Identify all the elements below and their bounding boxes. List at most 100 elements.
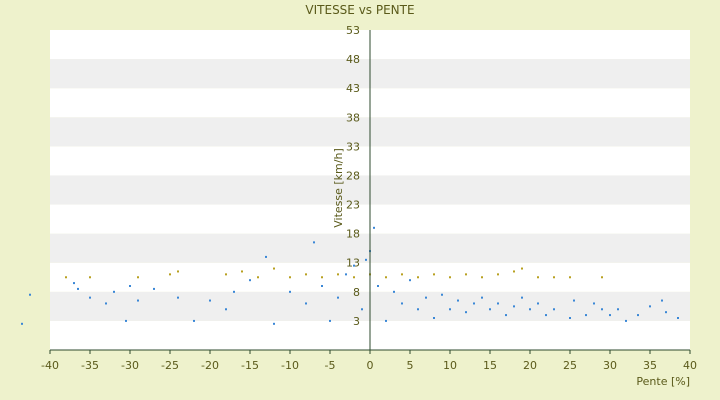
y-tick-label: 53 <box>346 24 360 37</box>
x-tick-label: -30 <box>121 359 139 372</box>
blue-data-point <box>361 308 363 311</box>
blue-data-point <box>425 296 427 299</box>
blue-data-point <box>393 290 395 293</box>
yellow-data-point <box>481 276 483 279</box>
yellow-data-point <box>225 273 227 276</box>
yellow-data-point <box>337 273 339 276</box>
blue-data-point <box>649 305 651 308</box>
blue-data-point <box>505 314 507 317</box>
blue-series <box>21 226 679 325</box>
yellow-data-point <box>513 270 515 273</box>
x-tick-label: -25 <box>161 359 179 372</box>
blue-data-point <box>481 296 483 299</box>
blue-data-point <box>593 302 595 305</box>
yellow-data-point <box>497 273 499 276</box>
blue-data-point <box>105 302 107 305</box>
blue-data-point <box>353 264 355 267</box>
blue-data-point <box>233 290 235 293</box>
yellow-data-point <box>537 276 539 279</box>
blue-data-point <box>457 299 459 302</box>
y-tick-label: 13 <box>346 257 360 270</box>
y-tick-label: 48 <box>346 53 360 66</box>
blue-data-point <box>249 279 251 282</box>
blue-data-point <box>77 287 79 290</box>
blue-data-point <box>473 302 475 305</box>
blue-data-point <box>609 314 611 317</box>
blue-data-point <box>225 308 227 311</box>
blue-data-point <box>345 273 347 276</box>
y-tick-label: 33 <box>346 140 360 153</box>
y-axis-label: Vitesse [km/h] <box>332 148 345 228</box>
blue-data-point <box>209 299 211 302</box>
x-tick-label: -5 <box>325 359 336 372</box>
yellow-data-point <box>241 270 243 273</box>
blue-data-point <box>521 296 523 299</box>
blue-data-point <box>617 308 619 311</box>
x-tick-label: 10 <box>443 359 457 372</box>
blue-data-point <box>21 322 23 325</box>
yellow-data-point <box>169 273 171 276</box>
yellow-data-point <box>569 276 571 279</box>
blue-data-point <box>305 302 307 305</box>
yellow-data-point <box>65 276 67 279</box>
yellow-data-point <box>465 273 467 276</box>
blue-data-point <box>373 226 375 229</box>
yellow-data-point <box>601 276 603 279</box>
blue-data-point <box>321 285 323 287</box>
y-tick-label: 43 <box>346 82 360 95</box>
x-tick-label: 25 <box>563 359 577 372</box>
y-tick-label: 8 <box>353 286 360 299</box>
blue-data-point <box>677 317 679 319</box>
blue-data-point <box>193 319 195 322</box>
blue-data-point <box>489 308 491 311</box>
blue-data-point <box>89 296 91 299</box>
blue-data-point <box>337 296 339 299</box>
blue-data-point <box>441 293 443 296</box>
x-tick-label: -40 <box>41 359 59 372</box>
y-tick-label: 38 <box>346 111 360 124</box>
blue-data-point <box>585 314 587 317</box>
y-tick-label: 23 <box>346 199 360 212</box>
yellow-data-point <box>417 276 419 279</box>
x-tick-label: 20 <box>523 359 537 372</box>
blue-data-point <box>129 285 131 287</box>
blue-data-point <box>553 308 555 311</box>
x-tick-label: 30 <box>603 359 617 372</box>
x-tick-label: -20 <box>201 359 219 372</box>
yellow-data-point <box>449 276 451 279</box>
yellow-data-point <box>289 276 291 279</box>
blue-data-point <box>449 308 451 311</box>
blue-data-point <box>153 287 155 290</box>
blue-data-point <box>385 319 387 322</box>
blue-data-point <box>625 319 627 322</box>
blue-data-point <box>409 279 411 282</box>
blue-data-point <box>661 299 663 302</box>
blue-data-point <box>289 290 291 293</box>
x-tick-label: -10 <box>281 359 299 372</box>
blue-data-point <box>665 311 667 314</box>
yellow-data-point <box>401 273 403 276</box>
blue-data-point <box>637 314 639 317</box>
blue-data-point <box>401 302 403 305</box>
blue-data-point <box>569 317 571 319</box>
axes <box>49 30 691 354</box>
y-tick-label: 18 <box>346 228 360 241</box>
blue-data-point <box>29 293 31 296</box>
x-tick-label: -35 <box>81 359 99 372</box>
y-tick-label: 28 <box>346 169 360 182</box>
yellow-data-point <box>553 276 555 279</box>
blue-data-point <box>417 308 419 311</box>
yellow-data-point <box>321 276 323 279</box>
blue-data-point <box>73 282 75 285</box>
yellow-data-point <box>89 276 91 279</box>
yellow-data-point <box>137 276 139 279</box>
blue-data-point <box>513 305 515 308</box>
blue-data-point <box>433 317 435 319</box>
blue-data-point <box>137 299 139 302</box>
y-tick-label: 3 <box>353 315 360 328</box>
yellow-data-point <box>257 276 259 279</box>
blue-data-point <box>329 319 331 322</box>
blue-data-point <box>573 299 575 302</box>
